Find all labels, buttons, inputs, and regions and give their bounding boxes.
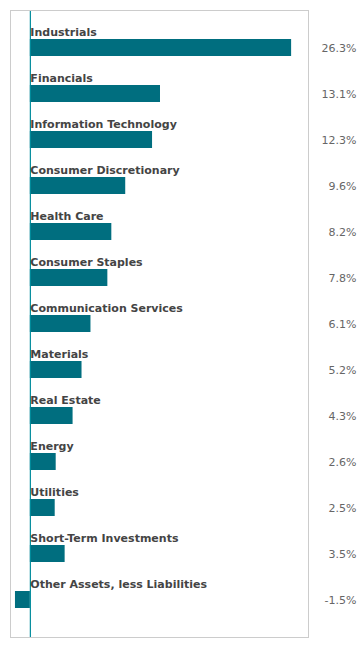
svg-text:2.6%: 2.6% xyxy=(329,456,357,469)
svg-text:12.3%: 12.3% xyxy=(322,134,357,147)
svg-text:Industrials: Industrials xyxy=(30,26,97,39)
svg-text:8.2%: 8.2% xyxy=(329,226,357,239)
svg-text:Other Assets, less Liabilities: Other Assets, less Liabilities xyxy=(30,578,207,591)
svg-text:9.6%: 9.6% xyxy=(329,180,357,193)
svg-text:Utilities: Utilities xyxy=(30,486,79,499)
svg-text:Materials: Materials xyxy=(30,348,88,361)
svg-text:Energy: Energy xyxy=(30,440,73,453)
svg-text:5.2%: 5.2% xyxy=(329,364,357,377)
svg-text:Consumer Staples: Consumer Staples xyxy=(30,256,143,269)
svg-text:7.8%: 7.8% xyxy=(329,272,357,285)
svg-text:Consumer Discretionary: Consumer Discretionary xyxy=(30,164,179,177)
svg-text:26.3%: 26.3% xyxy=(322,42,357,55)
svg-text:Financials: Financials xyxy=(30,72,93,85)
svg-text:6.1%: 6.1% xyxy=(329,318,357,331)
svg-text:13.1%: 13.1% xyxy=(322,88,357,101)
svg-text:Information Technology: Information Technology xyxy=(30,118,176,131)
svg-text:Short-Term Investments: Short-Term Investments xyxy=(30,532,179,545)
svg-text:2.5%: 2.5% xyxy=(329,502,357,515)
svg-text:-1.5%: -1.5% xyxy=(325,594,357,607)
svg-text:Health Care: Health Care xyxy=(30,210,103,223)
svg-text:Communication Services: Communication Services xyxy=(30,302,183,315)
svg-text:3.5%: 3.5% xyxy=(329,548,357,561)
svg-text:Real Estate: Real Estate xyxy=(30,394,100,407)
svg-text:4.3%: 4.3% xyxy=(329,410,357,423)
